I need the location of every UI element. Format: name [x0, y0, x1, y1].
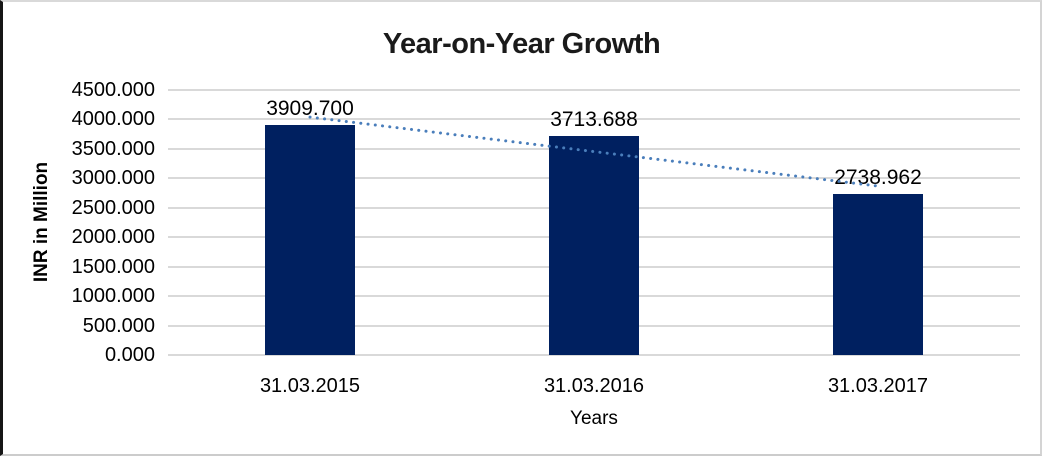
y-axis-tick-label: 4000.000	[71, 108, 155, 131]
x-axis-title: Years	[570, 408, 618, 429]
y-axis-tick-label: 2500.000	[71, 196, 155, 219]
bar	[833, 193, 923, 355]
gridline	[168, 354, 1020, 356]
y-axis-tick-label: 3000.000	[71, 167, 155, 190]
y-axis-tick-label: 3500.000	[71, 137, 155, 160]
y-axis-tick-label: 2000.000	[71, 226, 155, 249]
y-axis-tick-label: 0.000	[104, 344, 155, 366]
data-label: 3713.688	[550, 108, 638, 132]
x-axis-tick-label: 31.03.2017	[827, 375, 929, 397]
y-axis-tick-label: 1500.000	[71, 255, 155, 278]
bar	[549, 136, 639, 355]
y-axis-tick-label: 1000.000	[71, 285, 155, 308]
data-label: 2738.962	[834, 165, 922, 189]
x-axis-tick-label: 31.03.2016	[543, 375, 645, 397]
bar	[265, 124, 355, 355]
chart-title: Year-on-Year Growth	[382, 28, 661, 60]
gridline	[168, 89, 1020, 91]
y-axis-tick-label: 4500.000	[71, 79, 155, 101]
y-axis-tick-label: 500.000	[82, 314, 155, 337]
data-label: 3909.700	[266, 96, 354, 120]
x-axis-tick-label: 31.03.2015	[259, 375, 361, 397]
